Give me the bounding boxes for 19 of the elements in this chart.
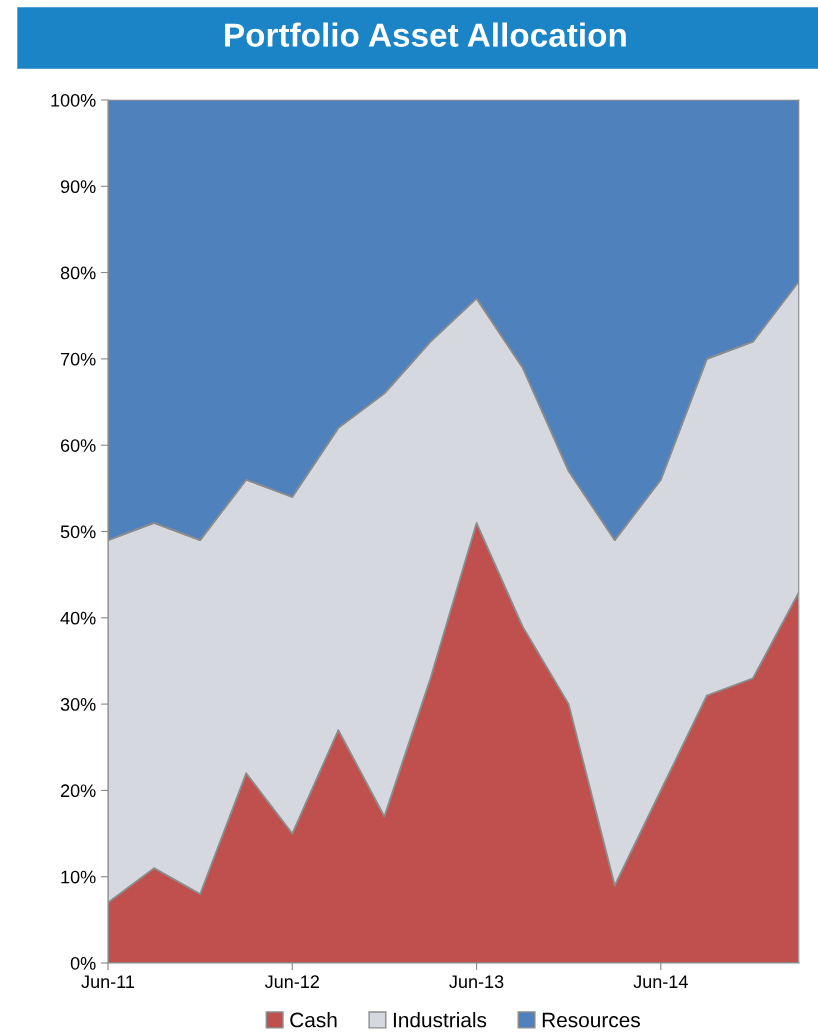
y-tick-label: 20%: [60, 784, 96, 798]
x-tick-label: Jun-11: [81, 975, 135, 989]
legend-label: Cash: [290, 1012, 337, 1028]
y-tick-label: 40%: [60, 611, 96, 625]
y-tick-label: 30%: [60, 698, 96, 711]
y-tick-label: 60%: [60, 439, 96, 452]
y-tick-label: 100%: [51, 93, 96, 107]
x-tick-label: Jun-12: [264, 975, 319, 989]
legend-label: Resources: [542, 1012, 640, 1028]
legend-label: Industrials: [393, 1012, 487, 1028]
y-tick-label: 70%: [60, 352, 96, 366]
y-tick-label: 0%: [70, 956, 96, 970]
chart-title: Portfolio Asset Allocation: [225, 22, 626, 47]
y-tick-label: 50%: [60, 525, 96, 539]
y-tick-label: 80%: [60, 266, 96, 280]
y-tick-label: 90%: [60, 180, 96, 194]
x-tick-label: Jun-14: [633, 975, 688, 989]
x-tick-label: Jun-13: [449, 975, 504, 989]
y-tick-label: 10%: [61, 870, 96, 884]
